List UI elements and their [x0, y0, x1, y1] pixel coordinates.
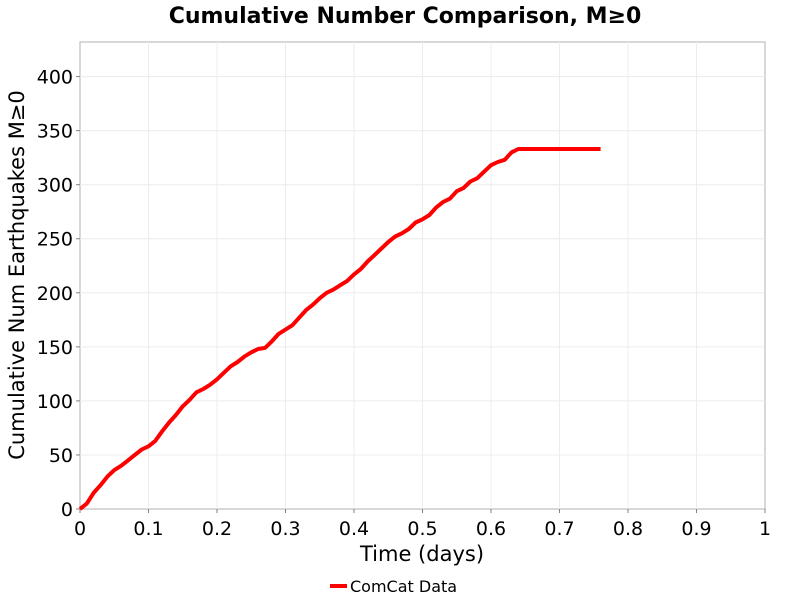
x-tick-label: 0.5 [407, 518, 437, 540]
chart-title: Cumulative Number Comparison, M≥0 [169, 4, 642, 29]
x-tick-label: 0.3 [270, 518, 300, 540]
x-tick-label: 0.2 [202, 518, 232, 540]
x-tick-label: 0 [74, 518, 86, 540]
y-tick-label: 50 [49, 445, 73, 467]
x-tick-label: 0.1 [133, 518, 163, 540]
x-tick-label: 1 [759, 518, 771, 540]
y-tick-label: 200 [37, 283, 73, 305]
x-tick-label: 0.9 [681, 518, 711, 540]
y-tick-label: 0 [61, 499, 73, 521]
legend: ComCat Data [330, 577, 457, 596]
y-tick-label: 150 [37, 337, 73, 359]
y-tick-label: 250 [37, 229, 73, 251]
x-tick-label: 0.8 [613, 518, 643, 540]
axis-ticks: 0 0.1 0.2 0.3 0.4 0.5 0.6 0.7 0.8 0.9 1 0 50 100 150 20… [37, 67, 771, 540]
x-axis-label: Time (days) [359, 542, 484, 566]
grid [80, 42, 765, 509]
x-tick-label: 0.6 [476, 518, 506, 540]
series-line [78, 147, 601, 511]
y-axis-label: Cumulative Num Earthquakes M≥0 [5, 90, 29, 460]
y-tick-label: 350 [37, 121, 73, 143]
legend-label: ComCat Data [350, 577, 457, 596]
y-tick-label: 100 [37, 391, 73, 413]
y-tick-label: 300 [37, 175, 73, 197]
series-group [78, 147, 601, 511]
y-tick-label: 400 [37, 67, 73, 89]
x-tick-label: 0.4 [339, 518, 369, 540]
x-tick-label: 0.7 [544, 518, 574, 540]
